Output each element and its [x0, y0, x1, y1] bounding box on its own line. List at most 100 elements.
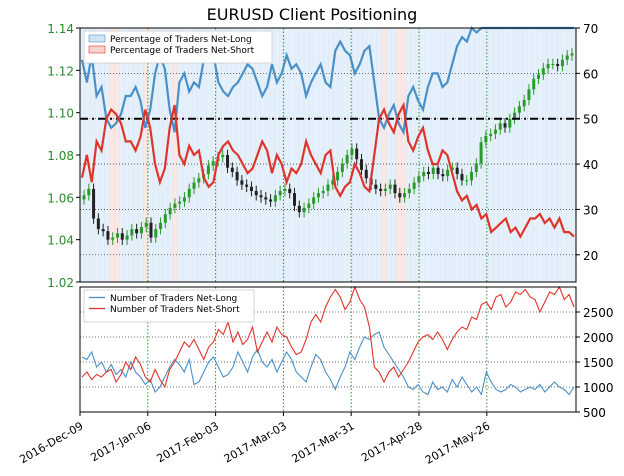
price-bar-body [508, 119, 512, 128]
sentiment-band [167, 28, 173, 282]
price-bar-body [470, 171, 474, 181]
price-bar-body [87, 188, 91, 196]
sentiment-band [206, 28, 212, 282]
sentiment-band [561, 28, 567, 282]
price-bar-body [206, 165, 210, 175]
price-bar-body [254, 190, 258, 196]
price-bar-body [460, 174, 464, 181]
sentiment-band [381, 28, 387, 282]
price-bar-body [484, 135, 488, 143]
sentiment-band [425, 28, 431, 282]
series-line-percentage-short [80, 101, 575, 239]
x-date-label: 2017-Jan-06 [88, 419, 153, 464]
sentiment-band [537, 28, 543, 282]
series-line-count-long [81, 331, 575, 396]
sentiment-band [109, 28, 115, 282]
price-bar-body [436, 167, 440, 175]
price-bar-body [503, 123, 507, 128]
sentiment-band [138, 28, 144, 282]
price-bar-body [149, 222, 153, 238]
sentiment-band [473, 28, 480, 282]
price-bar-body [235, 171, 239, 181]
sentiment-band [279, 28, 285, 282]
pct-tick-label: 50 [583, 113, 598, 127]
price-bar-body [450, 167, 454, 170]
pct-tick-label: 40 [583, 158, 598, 172]
price-bar-body [374, 184, 378, 189]
price-bar-body [532, 78, 536, 90]
price-tick-label: 1.04 [47, 234, 74, 248]
price-tick-label: 1.14 [47, 22, 74, 36]
price-bar-body [379, 188, 383, 191]
price-bar-body [259, 195, 263, 198]
sentiment-band [318, 28, 324, 282]
sentiment-band [430, 28, 436, 282]
sentiment-band [551, 28, 558, 282]
pct-tick-label: 70 [583, 22, 598, 36]
price-bar-body [541, 68, 545, 75]
price-bar-body [489, 133, 493, 136]
price-bar-body [96, 218, 100, 230]
legend-label: Percentage of Traders Net-Short [110, 46, 255, 56]
price-bar-body [403, 193, 407, 198]
x-date-labels: 2016-Dec-09 2017-Jan-06 2017-Feb-03 2017-Ma… [17, 419, 492, 467]
sentiment-band [80, 28, 86, 282]
price-bar-body [288, 188, 292, 194]
sentiment-band [94, 28, 101, 282]
price-bar-body [269, 199, 273, 202]
price-bar-body [359, 159, 363, 170]
sentiment-band [337, 28, 344, 282]
sentiment-band [493, 28, 499, 282]
price-bar-body [551, 63, 555, 65]
sentiment-band [391, 28, 397, 282]
price-bar-body [278, 190, 282, 196]
bottom-panel-frame [79, 286, 577, 413]
count-lines [81, 285, 575, 396]
price-tick-label: 1.06 [47, 191, 74, 205]
price-bar-body [144, 222, 148, 227]
price-bar-body [130, 229, 134, 236]
sentiment-band [517, 28, 524, 282]
sentiment-band [400, 28, 407, 282]
price-bar-body [383, 188, 387, 191]
sentiment-band [396, 28, 402, 282]
sentiment-band [313, 28, 319, 282]
price-bar-body [163, 214, 167, 223]
sentiment-band [148, 28, 154, 282]
sentiment-band [157, 28, 164, 282]
x-date-label: 2017-Mar-31 [290, 419, 357, 465]
price-bar-body [125, 235, 129, 240]
sentiment-band [133, 28, 139, 282]
sentiment-band [284, 28, 290, 282]
price-bar-body [120, 233, 124, 240]
sentiment-band [172, 28, 178, 282]
price-bar-body [211, 161, 215, 166]
sentiment-band [352, 28, 358, 282]
price-bar-body [527, 89, 531, 100]
pct-tick-label: 60 [583, 67, 598, 81]
price-bar-body [517, 106, 521, 113]
count-tick-label: 2000 [583, 331, 614, 345]
price-tick-label: 1.02 [47, 276, 74, 290]
price-bar-body [355, 148, 359, 160]
price-bar-body [426, 171, 430, 175]
top-axes: 1.02 1.04 1.06 1.08 1.10 1.12 1.14 20 30 40 50 60 70 [47, 22, 598, 290]
price-bar-body [345, 155, 349, 164]
sentiment-band [454, 28, 460, 282]
sentiment-band [449, 28, 456, 282]
chart-title: EURUSD Client Positioning [207, 5, 418, 24]
price-tick-label: 1.08 [47, 149, 74, 163]
price-tick-label: 1.12 [47, 64, 74, 78]
sentiment-band [99, 28, 105, 282]
price-bar-body [407, 188, 411, 194]
sentiment-band [469, 28, 475, 282]
sentiment-band [104, 28, 110, 282]
price-bar-body [350, 148, 354, 155]
sentiment-band [357, 28, 363, 282]
sentiment-band [143, 28, 149, 282]
x-date-label: 2017-Feb-03 [154, 419, 221, 465]
sentiment-band [289, 28, 295, 282]
price-bar-body [264, 197, 268, 200]
